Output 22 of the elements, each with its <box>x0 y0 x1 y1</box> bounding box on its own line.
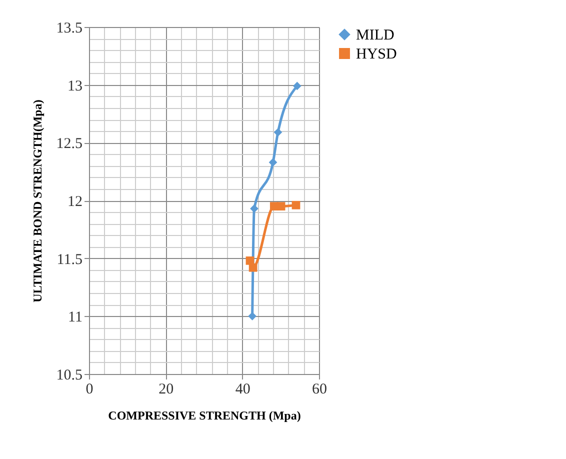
y-tick-label: 11.5 <box>56 252 82 268</box>
y-tick-label: 13.5 <box>56 20 82 36</box>
point <box>250 204 258 213</box>
legend-label: MILD <box>356 28 394 44</box>
point <box>276 202 286 210</box>
y-tick-label: 12.5 <box>56 136 82 152</box>
point <box>292 82 302 90</box>
y-tick-label: 10.5 <box>56 368 82 384</box>
y-axis-title: ULTIMATE BOND STRENGTH(Mpa) <box>30 100 44 302</box>
point <box>292 200 300 210</box>
y-tick-label: 13 <box>68 78 82 94</box>
point <box>248 263 258 272</box>
x-tick-label: 20 <box>158 382 174 398</box>
x-axis-title: COMPRESSIVE STRENGTH (Mpa) <box>108 408 301 422</box>
x-tick-label: 40 <box>235 382 250 398</box>
point <box>274 128 282 136</box>
legend-label: HYSD <box>356 46 398 62</box>
x-tick-label: 0 <box>86 382 94 398</box>
point <box>268 158 278 167</box>
y-tick-label: 12 <box>68 194 82 210</box>
x-tick-label: 60 <box>312 382 327 398</box>
y-tick-label: 11 <box>68 310 82 326</box>
